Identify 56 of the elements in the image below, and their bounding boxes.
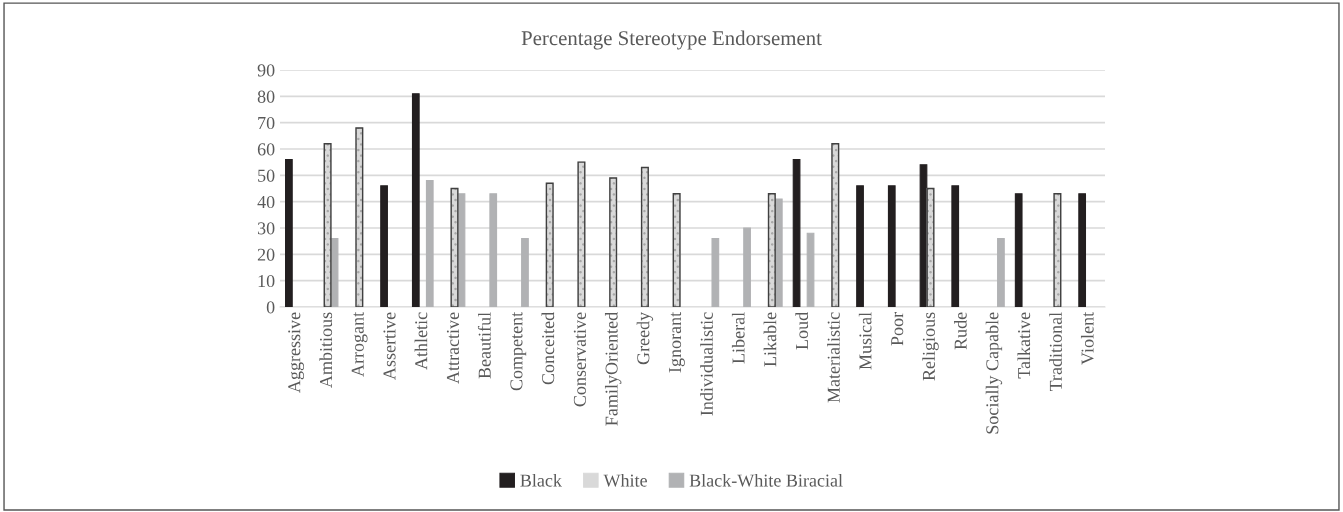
x-tick-label: Musical bbox=[858, 312, 872, 370]
x-tick-label: Ignorant bbox=[669, 311, 685, 373]
x-tick-label: Likable bbox=[763, 312, 777, 367]
x-tick-label: Conservative bbox=[573, 312, 586, 407]
x-tick-label: Traditional bbox=[1049, 312, 1062, 392]
x-tick-label: Liberal bbox=[731, 312, 745, 364]
x-tick-label: Rude bbox=[954, 312, 967, 350]
bar bbox=[887, 185, 896, 307]
legend-label: White bbox=[603, 473, 647, 487]
x-tick-label: Attractive bbox=[446, 312, 460, 384]
legend-label: Black-White Biracial bbox=[689, 473, 843, 487]
x-tick-label: Socially Capable bbox=[985, 312, 1003, 434]
bar bbox=[411, 93, 420, 307]
bar bbox=[285, 158, 293, 307]
x-tick-label: Poor bbox=[891, 312, 904, 346]
bar bbox=[951, 185, 960, 307]
x-tick-label: Individualistic bbox=[700, 312, 713, 416]
y-tick-label: 10 bbox=[258, 274, 275, 288]
x-tick-label: Assertive bbox=[383, 312, 396, 380]
x-tick-label: Greedy bbox=[636, 311, 654, 365]
x-tick-label: Beautiful bbox=[477, 312, 491, 379]
bar bbox=[1014, 193, 1023, 307]
y-tick-label: 0 bbox=[266, 301, 275, 314]
bar bbox=[743, 227, 751, 307]
legend-label: Black bbox=[520, 473, 562, 487]
bar bbox=[489, 193, 498, 307]
x-tick-label: Religious bbox=[922, 312, 939, 381]
y-tick-label: 20 bbox=[257, 248, 275, 261]
chart-title: Percentage Stereotype Endorsement bbox=[521, 30, 822, 50]
bar bbox=[997, 237, 1005, 307]
x-tick-label: Competent bbox=[510, 311, 527, 391]
x-tick-label: Loud bbox=[795, 312, 809, 350]
y-tick-label: 60 bbox=[257, 143, 275, 156]
x-tick-label: FamilyOriented bbox=[604, 312, 622, 426]
y-tick-label: 70 bbox=[258, 116, 275, 130]
bar bbox=[380, 185, 388, 307]
y-tick-label: 30 bbox=[257, 222, 275, 235]
x-tick-label: Ambitious bbox=[319, 312, 333, 388]
y-tick-label: 50 bbox=[258, 169, 275, 182]
y-tick-label: 40 bbox=[257, 195, 275, 209]
y-tick-label: 90 bbox=[257, 64, 275, 77]
bar bbox=[1078, 193, 1087, 307]
x-tick-label: Conceited bbox=[541, 312, 555, 385]
bar bbox=[792, 158, 801, 307]
x-tick-label: Talkative bbox=[1017, 312, 1031, 379]
bar bbox=[521, 237, 529, 307]
x-tick-label: Athletic bbox=[414, 312, 428, 370]
x-tick-label: Violent bbox=[1080, 311, 1094, 365]
y-tick-label: 80 bbox=[257, 90, 275, 103]
bar bbox=[806, 232, 815, 307]
bar bbox=[856, 185, 864, 307]
x-tick-label: Materialistic bbox=[827, 312, 840, 403]
x-tick-label: Aggressive bbox=[288, 312, 305, 393]
bar bbox=[425, 180, 434, 307]
x-tick-label: Arrogant bbox=[351, 311, 368, 377]
bar bbox=[711, 237, 720, 307]
